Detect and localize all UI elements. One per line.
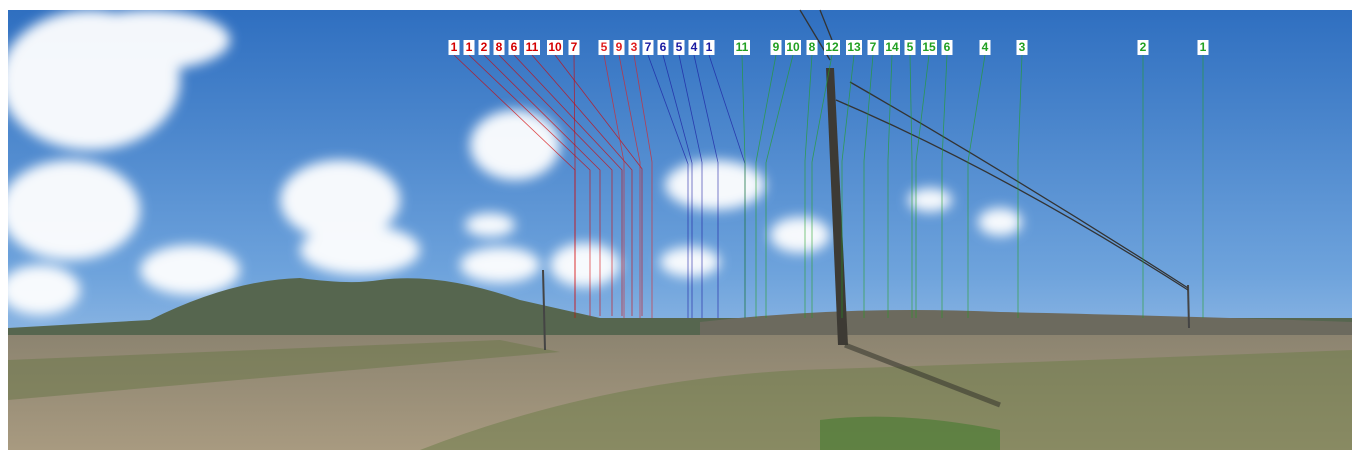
marker-label: 1 [451,40,458,54]
marker-label: 1 [1200,40,1207,54]
marker-label: 12 [825,40,839,54]
marker-label: 9 [773,40,780,54]
marker-label: 14 [885,40,899,54]
marker-label: 6 [660,40,667,54]
panorama: 112861110759376541119108121371451564321 [0,0,1360,459]
marker-label: 7 [645,40,652,54]
page: 112861110759376541119108121371451564321 … [0,0,1360,459]
marker-label: 1 [706,40,713,54]
marker-label: 5 [601,40,608,54]
marker-label: 2 [1140,40,1147,54]
marker-label: 13 [847,40,861,54]
marker-label: 10 [786,40,800,54]
marker-label: 3 [631,40,638,54]
marker-label: 1 [466,40,473,54]
marker-label: 15 [922,40,936,54]
marker-label: 6 [511,40,518,54]
marker-label: 4 [982,40,989,54]
marker-label: 8 [809,40,816,54]
marker-label: 8 [496,40,503,54]
marker-label: 11 [736,40,749,54]
small-pole [1188,285,1189,328]
marker-label: 5 [907,40,914,54]
marker-label: 5 [676,40,683,54]
marker-label: 7 [870,40,877,54]
marker-label: 2 [481,40,488,54]
marker-label: 4 [691,40,698,54]
marker-label: 7 [571,40,578,54]
marker-label: 6 [944,40,951,54]
marker-label: 11 [526,40,539,54]
marker-label: 9 [616,40,623,54]
marker-label: 10 [548,40,562,54]
marker-label: 3 [1019,40,1026,54]
